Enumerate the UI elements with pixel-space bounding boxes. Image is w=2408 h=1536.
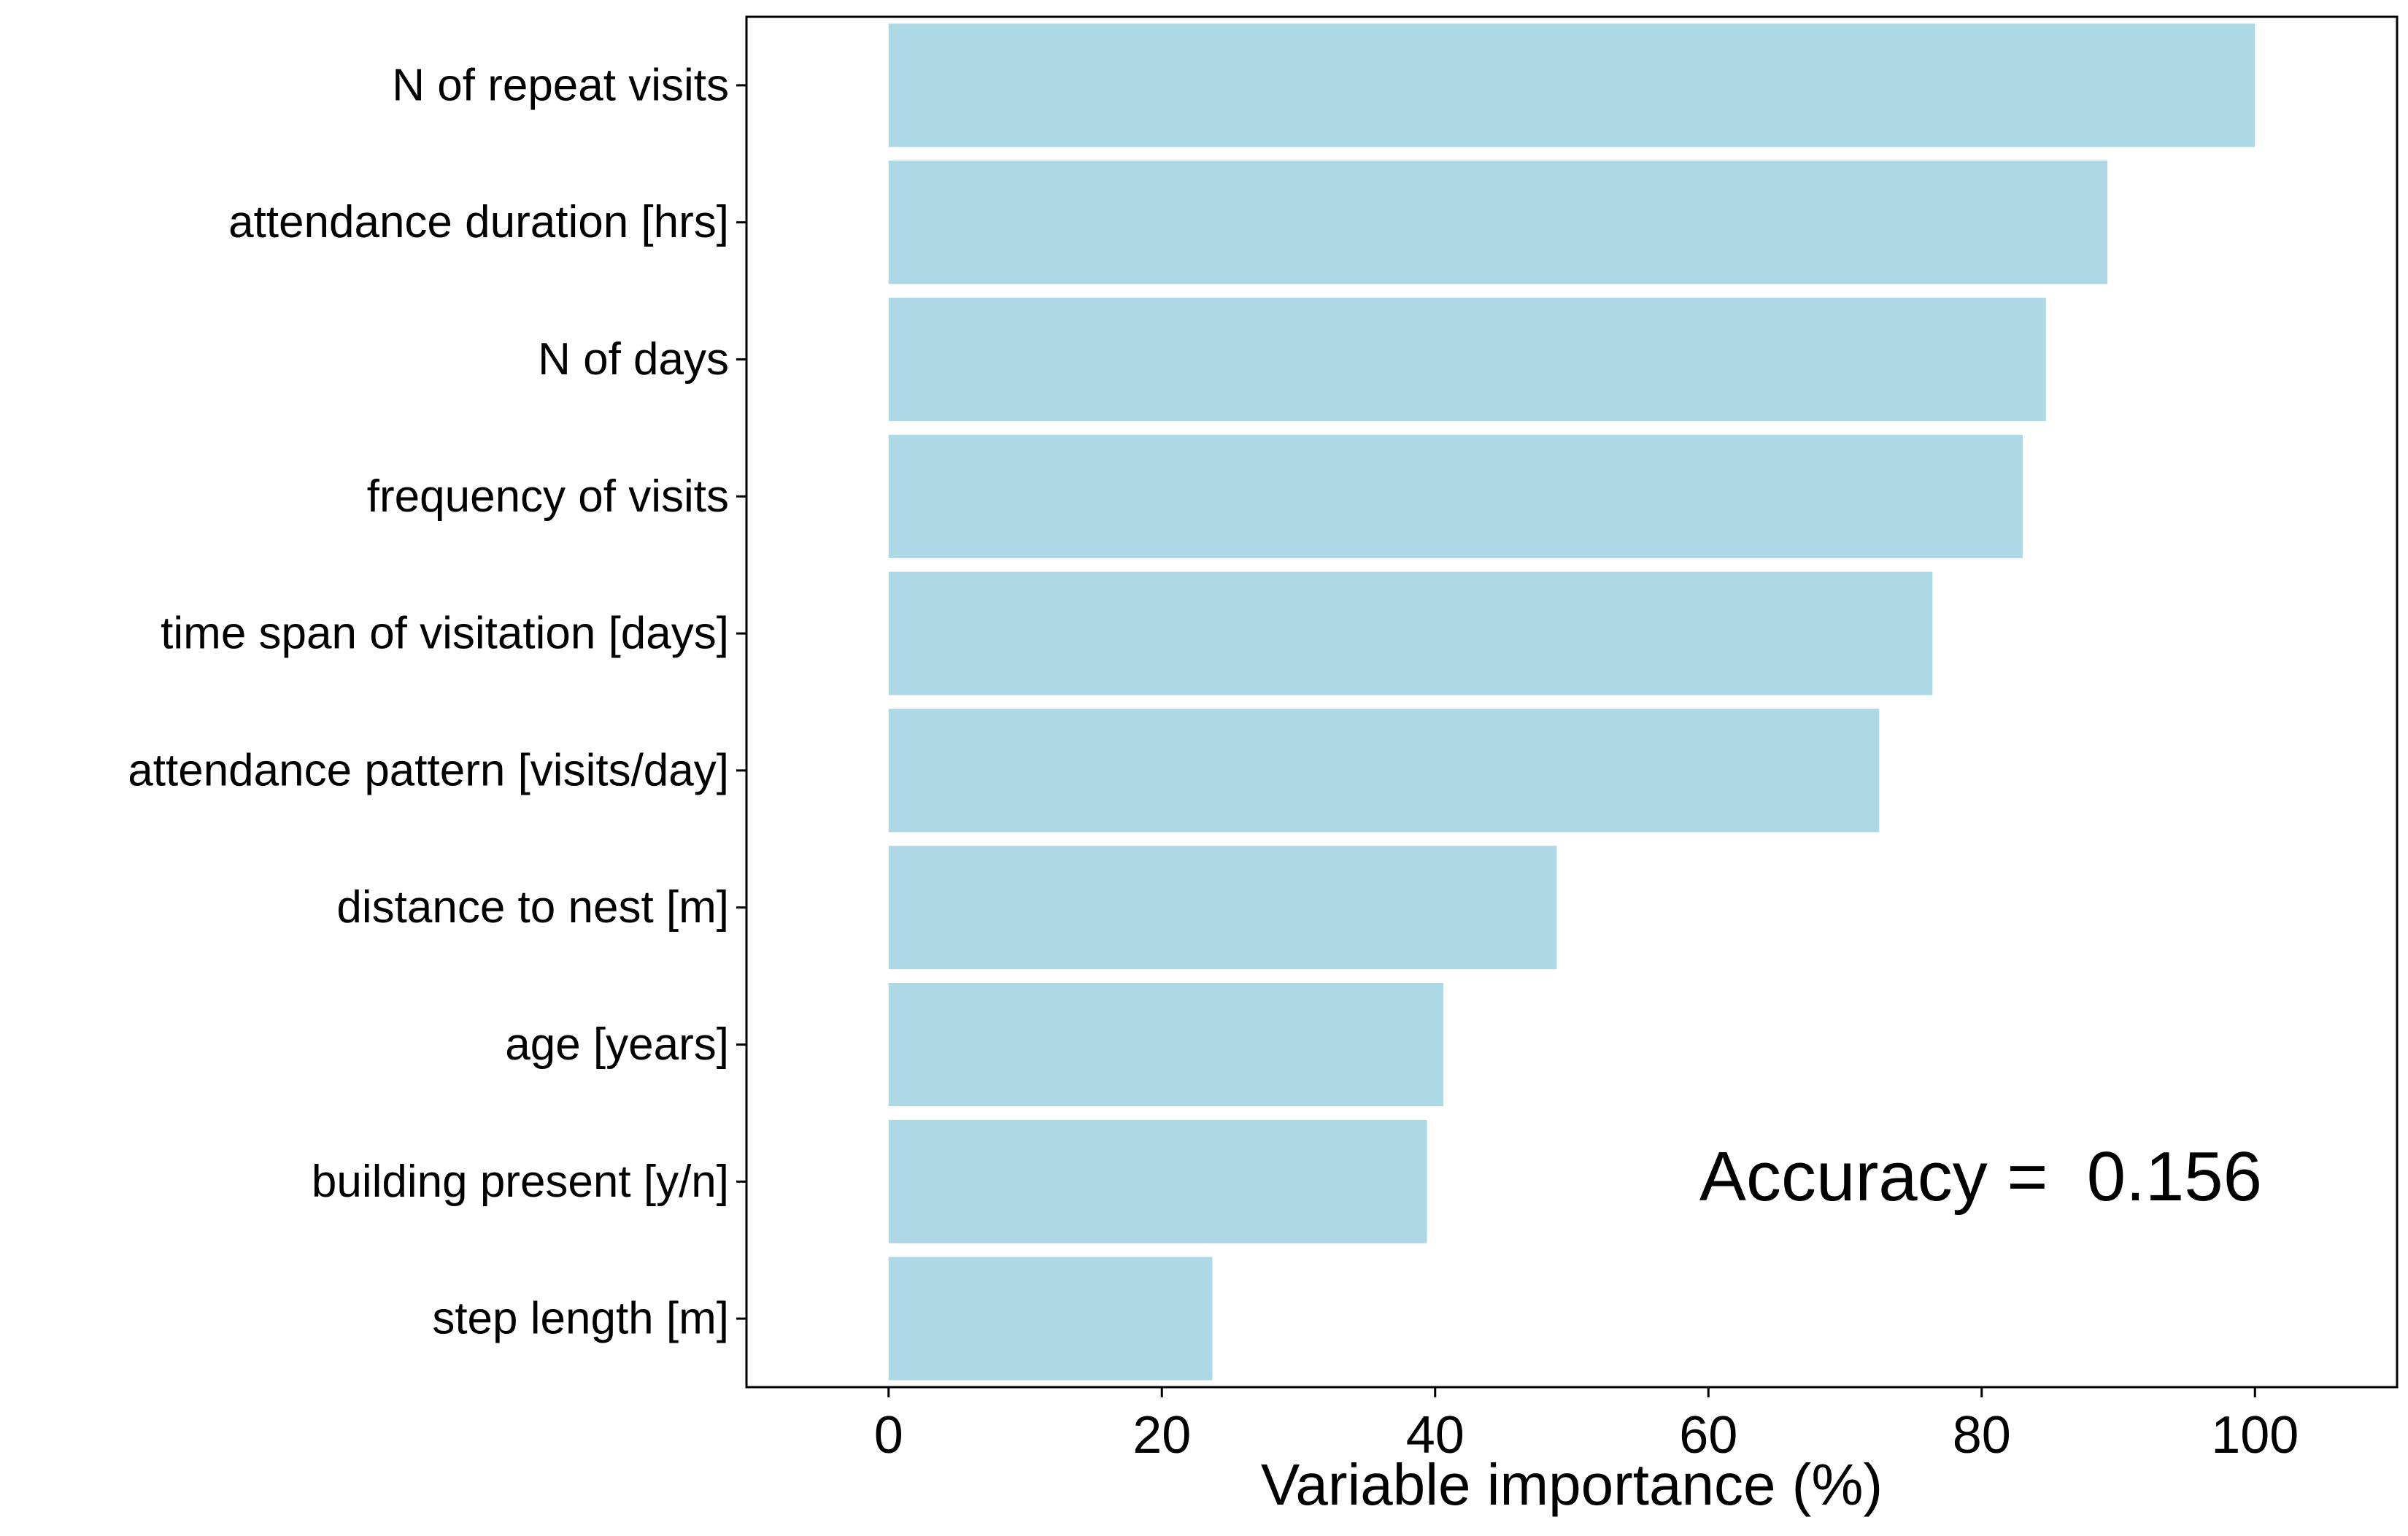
bar-0	[888, 23, 2255, 147]
bar-4	[888, 571, 1933, 695]
x-axis-title: Variable importance (%)	[1261, 1452, 1883, 1517]
y-tick-label: step length [m]	[432, 1294, 729, 1344]
x-tick-label: 0	[874, 1406, 903, 1464]
x-tick-label: 100	[2211, 1406, 2299, 1464]
y-axis: N of repeat visits attendance duration [h…	[128, 60, 746, 1344]
bar-3	[888, 434, 2023, 558]
y-tick-label: frequency of visits	[367, 471, 729, 522]
bars-layer	[888, 23, 2255, 1381]
x-axis: 0 20 40 60 80 100	[874, 1387, 2299, 1464]
y-tick-label: attendance pattern [visits/day]	[128, 745, 729, 795]
bar-2	[888, 297, 2046, 422]
bar-7	[888, 982, 1443, 1107]
y-tick-label: distance to nest [m]	[336, 882, 729, 933]
y-tick-label: attendance duration [hrs]	[228, 197, 729, 247]
x-tick-label: 40	[1406, 1406, 1465, 1464]
y-tick-label: building present [y/n]	[312, 1157, 729, 1207]
bar-5	[888, 709, 1880, 833]
bar-9	[888, 1257, 1213, 1381]
y-tick-label: age [years]	[505, 1019, 729, 1070]
y-tick-label: N of days	[538, 334, 729, 385]
accuracy-annotation: Accuracy = 0.156	[1699, 1138, 2262, 1216]
bar-6	[888, 846, 1557, 970]
plot-panel-border	[745, 15, 2399, 1389]
x-tick-label: 80	[1953, 1406, 2011, 1464]
bar-8	[888, 1119, 1427, 1243]
y-tick-label: time span of visitation [days]	[161, 609, 729, 659]
x-tick-label: 60	[1679, 1406, 1737, 1464]
bar-1	[888, 161, 2108, 285]
y-tick-label: N of repeat visits	[392, 60, 729, 110]
x-tick-label: 20	[1132, 1406, 1191, 1464]
